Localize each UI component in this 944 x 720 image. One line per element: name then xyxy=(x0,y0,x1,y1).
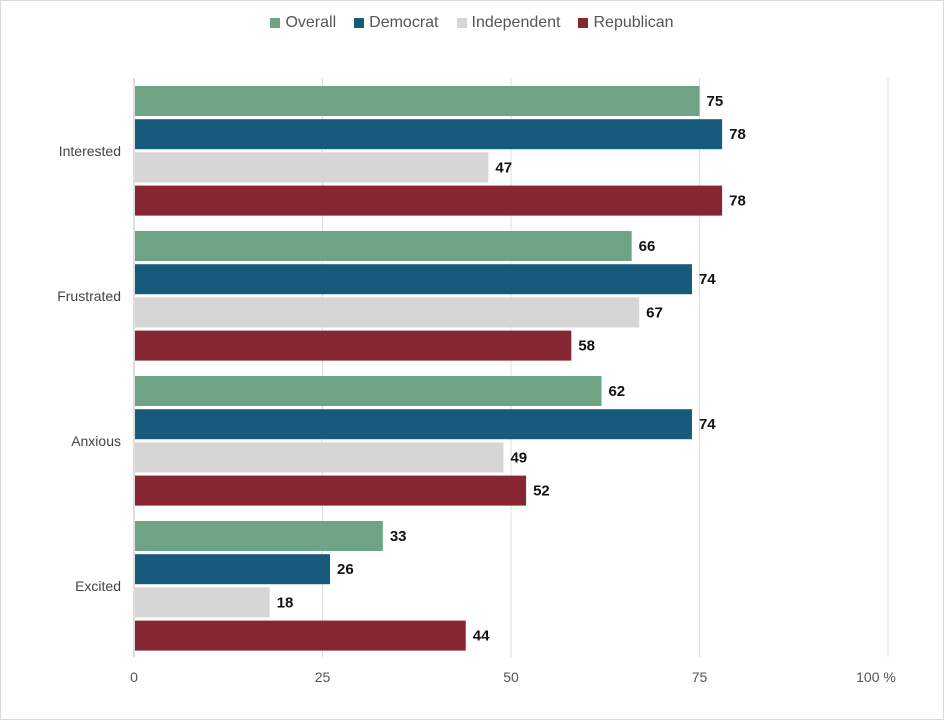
bar xyxy=(135,620,466,651)
bar xyxy=(135,442,504,473)
x-tick-label: 50 xyxy=(503,669,519,685)
legend-swatch-republican xyxy=(578,18,589,28)
data-label: 78 xyxy=(729,193,746,210)
data-label: 33 xyxy=(390,528,407,545)
bar xyxy=(135,554,331,585)
legend-label-independent: Independent xyxy=(471,14,561,31)
x-tick-label: 0 xyxy=(130,669,138,685)
data-label: 52 xyxy=(533,483,550,500)
bar xyxy=(135,409,692,440)
legend-label-democrat: Democrat xyxy=(369,14,439,31)
data-label: 26 xyxy=(337,561,354,578)
category-label: Anxious xyxy=(71,433,121,449)
data-label: 18 xyxy=(277,594,294,611)
category-label: Excited xyxy=(75,578,121,594)
legend-label-overall: Overall xyxy=(285,14,337,31)
bar xyxy=(135,297,640,328)
bar xyxy=(135,86,700,116)
data-label: 78 xyxy=(729,126,746,143)
bar xyxy=(135,264,692,295)
data-label: 74 xyxy=(699,416,716,433)
bar xyxy=(135,376,602,406)
bar xyxy=(135,587,270,618)
legend-item-overall: Overall xyxy=(270,14,336,32)
x-tick-label: 100 % xyxy=(856,669,896,685)
bar xyxy=(135,152,489,183)
data-label: 74 xyxy=(699,271,716,288)
x-tick-label: 25 xyxy=(315,669,331,685)
category-label: Frustrated xyxy=(57,288,121,304)
legend-swatch-independent xyxy=(456,18,467,28)
data-label: 44 xyxy=(473,628,490,645)
bar xyxy=(135,185,723,216)
bar xyxy=(135,231,632,261)
legend-swatch-democrat xyxy=(354,18,365,28)
data-label: 58 xyxy=(578,338,595,355)
bar xyxy=(135,119,723,150)
legend: Overall Democrat Independent Republican xyxy=(0,14,944,32)
bar xyxy=(135,475,527,506)
data-label: 67 xyxy=(646,304,663,321)
data-label: 75 xyxy=(707,93,724,110)
bar xyxy=(135,330,572,361)
legend-item-democrat: Democrat xyxy=(354,14,439,32)
data-label: 66 xyxy=(639,238,656,255)
x-tick-label: 75 xyxy=(692,669,708,685)
data-label: 49 xyxy=(510,449,527,466)
category-label: Interested xyxy=(59,143,121,159)
legend-swatch-overall xyxy=(270,18,281,28)
legend-item-independent: Independent xyxy=(456,14,561,32)
data-label: 62 xyxy=(608,383,625,400)
data-label: 47 xyxy=(495,159,512,176)
legend-label-republican: Republican xyxy=(593,14,674,31)
bar xyxy=(135,521,383,551)
legend-item-republican: Republican xyxy=(578,14,674,32)
